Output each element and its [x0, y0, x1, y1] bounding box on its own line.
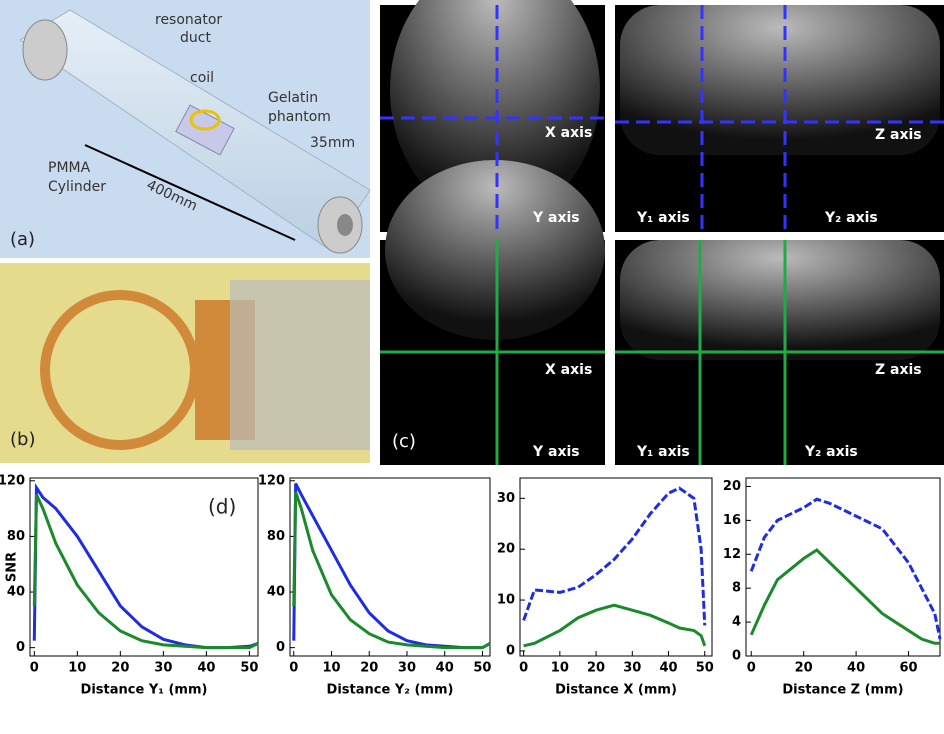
data-line [292, 491, 491, 650]
y-tick-label: 80 [7, 529, 25, 544]
data-line [522, 486, 707, 626]
label: X axis [545, 362, 592, 378]
x-axis-label: Distance Y₁ (mm) [81, 683, 208, 698]
y-tick-label: 0 [16, 640, 25, 655]
x-tick-label: 0 [289, 661, 298, 676]
data-line [32, 494, 259, 650]
y-tick-label: 8 [732, 581, 741, 596]
y-tick-label: 120 [258, 473, 285, 488]
label: Z axis [875, 127, 922, 143]
y-tick-label: 0 [732, 649, 741, 664]
data-line [292, 482, 491, 650]
label: phantom [268, 109, 331, 125]
label: duct [180, 30, 211, 46]
x-tick-label: 40 [197, 661, 215, 676]
data-line [749, 497, 942, 640]
x-tick-label: 0 [747, 661, 756, 676]
x-tick-label: 50 [240, 661, 258, 676]
y-tick-label: 4 [732, 615, 741, 630]
x-tick-label: 50 [696, 661, 714, 676]
annotation: (d) [208, 495, 236, 519]
data-line [749, 548, 940, 645]
plot-frame [519, 477, 713, 657]
x-tick-label: 20 [360, 661, 378, 676]
x-tick-label: 30 [623, 661, 641, 676]
x-tick-label: 0 [30, 661, 39, 676]
label: Cylinder [48, 179, 106, 195]
panel-label: (b) [10, 429, 35, 450]
x-axis-label: Distance Z (mm) [782, 683, 903, 698]
panel-c: X axis Y axis Z axis Y₁ axis Y₂ axis X a… [380, 0, 944, 465]
x-tick-label: 20 [795, 661, 813, 676]
label: Gelatin [268, 90, 318, 106]
panel-label: (a) [10, 229, 35, 250]
x-tick-label: 20 [111, 661, 129, 676]
y-tick-label: 0 [276, 640, 285, 655]
label: Z axis [875, 362, 922, 378]
panel-b: (b) [0, 263, 370, 463]
y-tick-label: 12 [723, 547, 741, 562]
y-tick-label: 40 [7, 585, 25, 600]
y-tick-label: 16 [723, 513, 741, 528]
label: Y₂ axis [824, 210, 878, 226]
x-tick-label: 50 [473, 661, 491, 676]
x-tick-label: 10 [551, 661, 569, 676]
label: Y axis [532, 210, 580, 226]
panel-label: (c) [392, 431, 416, 452]
y-tick-label: 120 [0, 473, 25, 488]
x-tick-label: 40 [659, 661, 677, 676]
panel-a: resonator duct coil Gelatin phantom PMMA… [0, 0, 371, 258]
x-tick-label: 40 [847, 661, 865, 676]
x-tick-label: 60 [899, 661, 917, 676]
label: resonator [155, 12, 222, 28]
data-line [523, 603, 707, 648]
x-axis-label: Distance Y₂ (mm) [327, 683, 454, 698]
y-tick-label: 80 [267, 529, 285, 544]
label: coil [190, 70, 214, 86]
y-tick-label: 10 [497, 593, 515, 608]
x-tick-label: 30 [154, 661, 172, 676]
label: 35mm [310, 135, 355, 151]
label: Y₂ axis [804, 444, 858, 460]
y-axis-label: SNR [5, 552, 20, 582]
label: Y₁ axis [636, 210, 690, 226]
y-tick-label: 20 [497, 542, 515, 557]
plot-frame [289, 477, 491, 657]
label: Y axis [532, 444, 580, 460]
x-tick-label: 10 [322, 661, 340, 676]
y-tick-label: 40 [267, 585, 285, 600]
label: PMMA [48, 160, 91, 176]
plot-frame [29, 477, 259, 657]
x-tick-label: 20 [587, 661, 605, 676]
y-tick-label: 30 [497, 491, 515, 506]
x-axis-label: Distance X (mm) [555, 683, 677, 698]
plot-frame [745, 477, 941, 657]
label: X axis [545, 125, 592, 141]
x-tick-label: 0 [519, 661, 528, 676]
x-tick-label: 40 [436, 661, 454, 676]
label: Y₁ axis [636, 444, 690, 460]
x-tick-label: 30 [398, 661, 416, 676]
x-tick-label: 10 [68, 661, 86, 676]
y-tick-label: 20 [723, 479, 741, 494]
y-tick-label: 0 [506, 643, 515, 658]
